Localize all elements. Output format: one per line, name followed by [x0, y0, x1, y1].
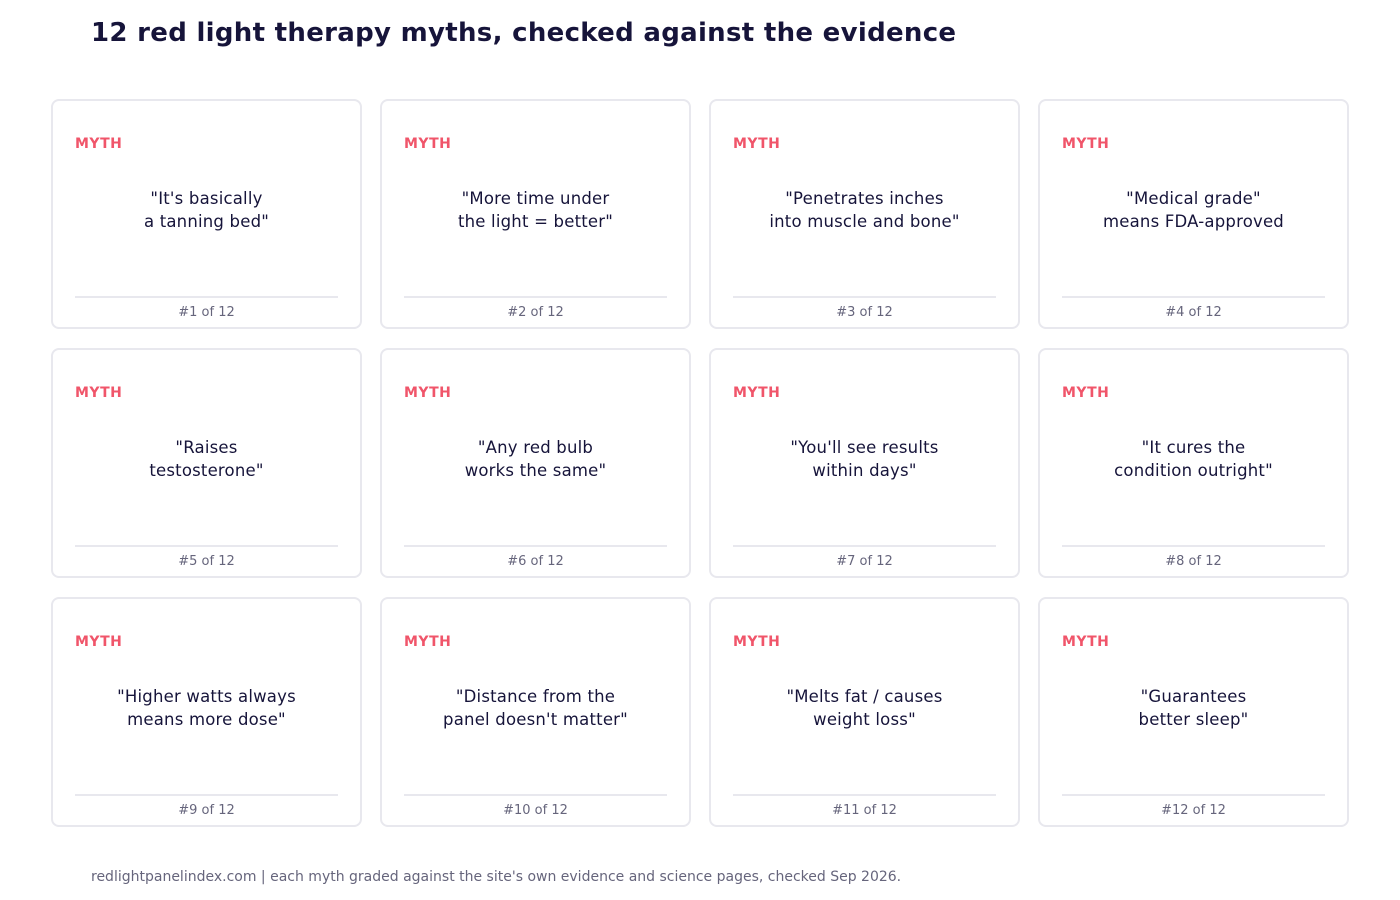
myth-statement-line: into muscle and bone"	[769, 212, 960, 231]
card-index: #11 of 12	[832, 803, 897, 818]
myth-statement-line: "Guarantees	[1140, 687, 1247, 706]
card-divider	[404, 794, 667, 796]
card-divider	[1062, 794, 1325, 796]
myth-card: MYTH "More time under the light = better…	[380, 99, 691, 329]
myth-statement-line: means FDA-approved	[1103, 212, 1284, 231]
page-title: 12 red light therapy myths, checked agai…	[91, 18, 957, 48]
myth-statement: "It cures the condition outright"	[1050, 436, 1337, 482]
card-index: #6 of 12	[507, 554, 564, 569]
myth-tag: MYTH	[75, 136, 123, 152]
myth-tag: MYTH	[75, 634, 123, 650]
myth-tag: MYTH	[1062, 634, 1110, 650]
card-divider	[75, 794, 338, 796]
myth-tag: MYTH	[733, 634, 781, 650]
myth-card: MYTH "It's basically a tanning bed" #1 o…	[51, 99, 362, 329]
myth-statement: "Raises testosterone"	[63, 436, 350, 482]
myth-statement-line: within days"	[812, 461, 917, 480]
card-divider	[404, 545, 667, 547]
myth-statement-line: weight loss"	[813, 710, 916, 729]
myth-card: MYTH "Distance from the panel doesn't ma…	[380, 597, 691, 827]
card-index: #2 of 12	[507, 305, 564, 320]
myth-statement-line: "It cures the	[1141, 438, 1246, 457]
myth-statement-line: means more dose"	[127, 710, 286, 729]
myth-statement-line: better sleep"	[1138, 710, 1249, 729]
myth-card: MYTH "Any red bulb works the same" #6 of…	[380, 348, 691, 578]
myth-statement: "You'll see results within days"	[721, 436, 1008, 482]
myth-statement-line: condition outright"	[1114, 461, 1273, 480]
card-divider	[75, 545, 338, 547]
myth-card: MYTH "Raises testosterone" #5 of 12	[51, 348, 362, 578]
myth-statement: "Distance from the panel doesn't matter"	[392, 685, 679, 731]
card-index: #1 of 12	[178, 305, 235, 320]
myth-statement-line: "Higher watts always	[117, 687, 296, 706]
myth-statement: "Medical grade" means FDA-approved	[1050, 187, 1337, 233]
myth-card: MYTH "Medical grade" means FDA-approved …	[1038, 99, 1349, 329]
myth-statement-line: "It's basically	[150, 189, 263, 208]
myth-statement: "Melts fat / causes weight loss"	[721, 685, 1008, 731]
card-index: #8 of 12	[1165, 554, 1222, 569]
card-index: #12 of 12	[1161, 803, 1226, 818]
myth-statement-line: "Penetrates inches	[785, 189, 944, 208]
myth-tag: MYTH	[1062, 136, 1110, 152]
myth-statement: "Any red bulb works the same"	[392, 436, 679, 482]
card-divider	[75, 296, 338, 298]
myth-statement: "Higher watts always means more dose"	[63, 685, 350, 731]
myth-statement-line: "You'll see results	[790, 438, 939, 457]
card-divider	[1062, 296, 1325, 298]
myth-card: MYTH "Melts fat / causes weight loss" #1…	[709, 597, 1020, 827]
myth-tag: MYTH	[1062, 385, 1110, 401]
myth-tag: MYTH	[404, 385, 452, 401]
myth-card: MYTH "You'll see results within days" #7…	[709, 348, 1020, 578]
myth-card-grid: MYTH "It's basically a tanning bed" #1 o…	[51, 99, 1349, 827]
card-index: #9 of 12	[178, 803, 235, 818]
card-divider	[404, 296, 667, 298]
myth-tag: MYTH	[404, 136, 452, 152]
myth-statement-line: "Medical grade"	[1126, 189, 1261, 208]
footer-note: redlightpanelindex.com | each myth grade…	[91, 869, 902, 885]
myth-card: MYTH "Guarantees better sleep" #12 of 12	[1038, 597, 1349, 827]
myth-statement-line: "Raises	[175, 438, 238, 457]
myth-statement-line: "Distance from the	[455, 687, 616, 706]
card-index: #5 of 12	[178, 554, 235, 569]
card-index: #10 of 12	[503, 803, 568, 818]
myth-statement-line: a tanning bed"	[143, 212, 270, 231]
card-index: #3 of 12	[836, 305, 893, 320]
myth-statement-line: panel doesn't matter"	[443, 710, 628, 729]
myth-statement-line: testosterone"	[149, 461, 264, 480]
card-divider	[733, 794, 996, 796]
myth-tag: MYTH	[733, 385, 781, 401]
card-divider	[733, 545, 996, 547]
myth-statement-line: works the same"	[464, 461, 607, 480]
card-divider	[733, 296, 996, 298]
myth-statement-line: "Melts fat / causes	[786, 687, 943, 706]
myth-card: MYTH "Higher watts always means more dos…	[51, 597, 362, 827]
card-divider	[1062, 545, 1325, 547]
myth-tag: MYTH	[75, 385, 123, 401]
myth-statement: "It's basically a tanning bed"	[63, 187, 350, 233]
myth-card: MYTH "It cures the condition outright" #…	[1038, 348, 1349, 578]
myth-tag: MYTH	[404, 634, 452, 650]
myth-card: MYTH "Penetrates inches into muscle and …	[709, 99, 1020, 329]
myth-statement: "Penetrates inches into muscle and bone"	[721, 187, 1008, 233]
myth-statement: "More time under the light = better"	[392, 187, 679, 233]
myth-tag: MYTH	[733, 136, 781, 152]
myth-statement-line: the light = better"	[457, 212, 614, 231]
myth-statement-line: "Any red bulb	[477, 438, 594, 457]
card-index: #7 of 12	[836, 554, 893, 569]
card-index: #4 of 12	[1165, 305, 1222, 320]
myth-statement-line: "More time under	[461, 189, 610, 208]
myth-statement: "Guarantees better sleep"	[1050, 685, 1337, 731]
